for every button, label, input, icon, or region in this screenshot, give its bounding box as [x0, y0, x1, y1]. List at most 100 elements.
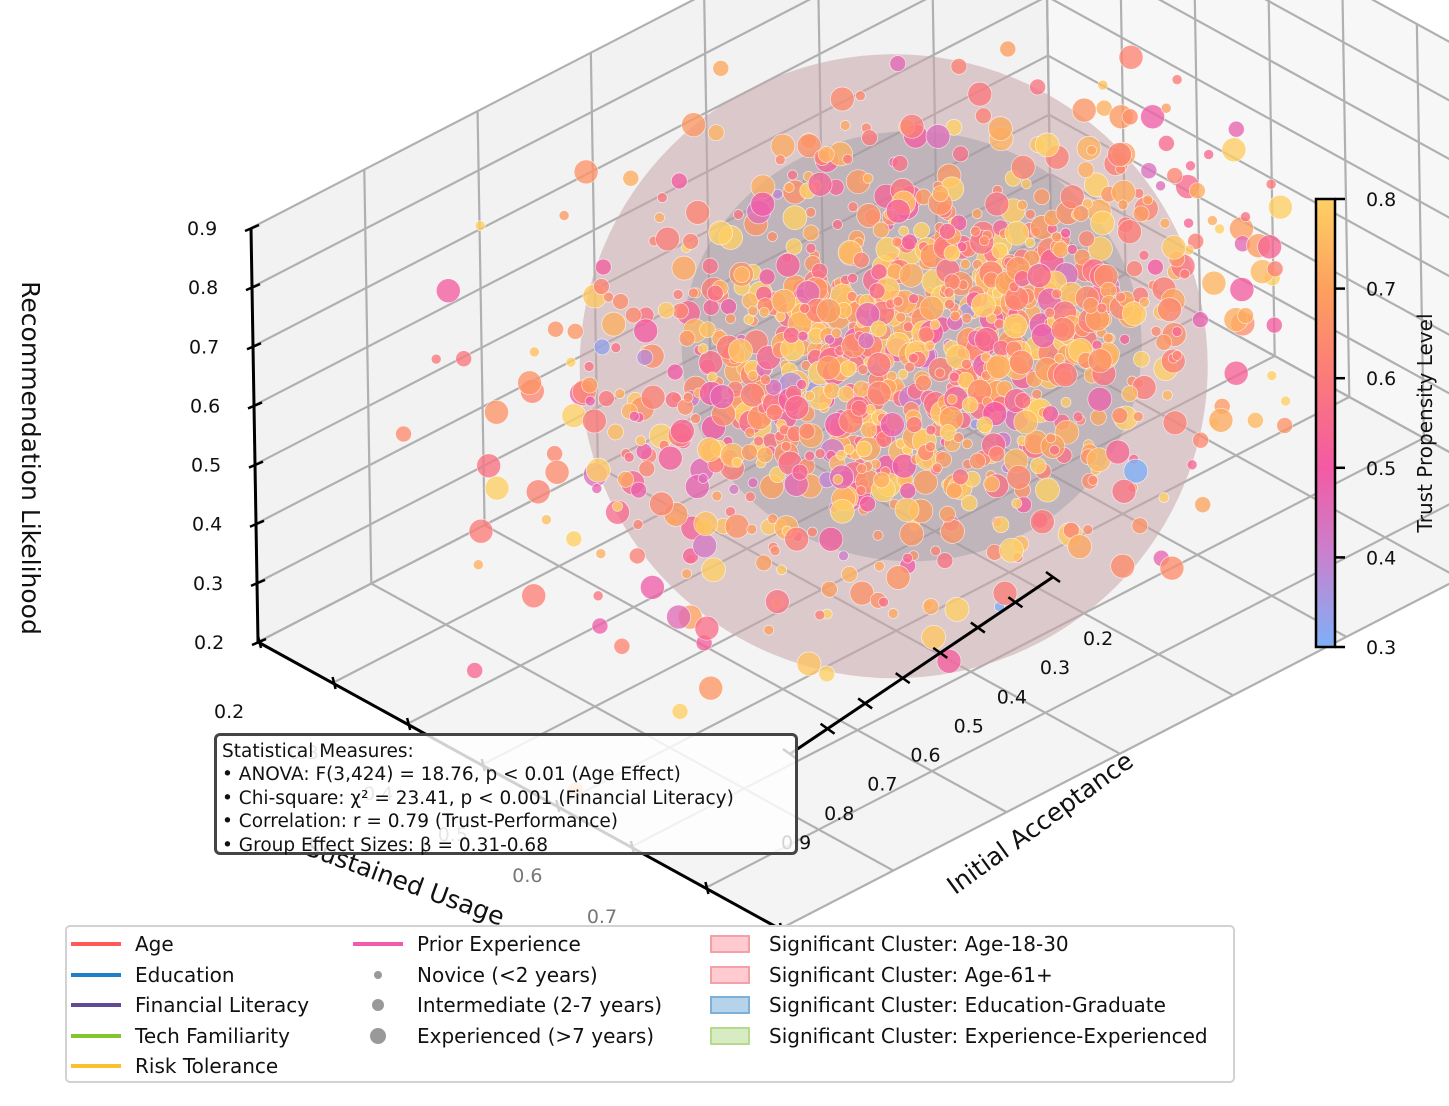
data-point: [891, 236, 903, 248]
data-point: [804, 390, 816, 402]
data-point: [765, 589, 790, 614]
data-point: [573, 159, 599, 185]
data-point: [992, 516, 1010, 534]
data-point: [1087, 348, 1113, 374]
data-point: [758, 268, 776, 286]
data-point: [670, 172, 688, 190]
grid-line: [1157, 0, 1449, 161]
data-point: [484, 399, 509, 425]
data-point: [1159, 217, 1171, 229]
data-point: [983, 475, 1000, 493]
data-point: [706, 284, 724, 302]
data-point: [654, 212, 665, 223]
data-point: [591, 483, 603, 494]
legend-label: Tech Familiarity: [135, 1024, 290, 1048]
data-point: [682, 392, 694, 403]
data-point: [944, 298, 955, 310]
data-point: [728, 483, 740, 495]
data-point: [991, 242, 1009, 260]
legend-entry-prior-experience: Prior Experience: [353, 930, 581, 958]
x-tick-label: 0.2: [1083, 628, 1113, 650]
data-point: [671, 703, 689, 720]
data-point: [728, 338, 753, 364]
data-point: [628, 547, 646, 565]
data-point: [960, 494, 978, 512]
legend-label: Significant Cluster: Education-Graduate: [769, 993, 1166, 1017]
data-point: [558, 210, 570, 221]
x-tick-label: 0.3: [1040, 657, 1070, 679]
data-point: [988, 116, 1013, 141]
data-point: [1192, 431, 1209, 449]
data-point: [1060, 227, 1072, 239]
data-point: [561, 403, 587, 428]
data-point: [917, 326, 935, 344]
data-point: [655, 226, 680, 252]
statistics-box: Statistical Measures: • ANOVA: F(3,424) …: [214, 733, 798, 856]
statistics-line: • Group Effect Sizes: β = 0.31-0.68: [222, 834, 548, 856]
data-point: [1097, 79, 1109, 91]
colorbar-gradient: [1314, 197, 1337, 649]
data-point: [1118, 44, 1144, 70]
data-point: [1187, 232, 1205, 250]
data-point: [758, 306, 770, 318]
data-point: [924, 340, 936, 352]
data-point: [1131, 517, 1149, 535]
legend-label: Age: [135, 932, 174, 956]
data-point: [624, 306, 642, 324]
data-point: [904, 361, 916, 373]
data-point: [455, 350, 473, 368]
data-point: [949, 371, 960, 383]
legend-entry-intermediate: Intermediate (2-7 years): [353, 991, 662, 1019]
data-point: [859, 495, 876, 513]
data-point: [961, 358, 972, 370]
data-point: [743, 314, 755, 325]
data-point: [787, 169, 798, 181]
data-point: [919, 295, 945, 321]
x-tick-label: 0.8: [824, 803, 854, 825]
data-point: [598, 390, 615, 407]
data-point: [1268, 194, 1293, 220]
data-point: [682, 233, 700, 250]
data-point: [805, 206, 817, 218]
data-point: [969, 452, 986, 470]
grid-line: [1267, 0, 1276, 357]
data-point: [1087, 474, 1099, 486]
data-point: [1203, 149, 1215, 160]
data-point: [925, 124, 951, 149]
data-point: [1121, 108, 1139, 126]
data-point: [1090, 408, 1107, 426]
data-point: [584, 395, 596, 407]
data-point: [1280, 395, 1291, 407]
data-point: [798, 422, 816, 440]
data-point: [697, 473, 709, 484]
tick-mark: [249, 519, 265, 528]
data-point: [986, 354, 1011, 380]
data-point: [1067, 534, 1093, 559]
data-point: [733, 266, 751, 283]
data-point: [591, 617, 609, 635]
data-point: [816, 298, 842, 324]
data-point: [709, 384, 735, 409]
legend-label: Risk Tolerance: [135, 1054, 279, 1078]
data-point: [1240, 211, 1251, 223]
data-point: [885, 565, 911, 590]
data-point: [633, 318, 659, 344]
grid-line: [704, 503, 1449, 889]
data-point: [1191, 311, 1209, 329]
data-point: [925, 441, 936, 452]
data-point: [720, 298, 737, 315]
tick-mark: [819, 722, 836, 735]
data-point: [770, 133, 796, 159]
data-point: [640, 575, 665, 600]
data-point: [814, 609, 826, 621]
data-point: [681, 568, 693, 580]
tick-mark: [247, 401, 263, 410]
data-point: [1147, 258, 1164, 276]
data-point: [931, 462, 943, 474]
data-point: [701, 557, 726, 583]
data-point: [1115, 291, 1127, 303]
data-point: [1009, 349, 1034, 375]
data-point: [697, 437, 722, 462]
data-point: [690, 413, 701, 424]
legend-line-swatch: [71, 1064, 121, 1068]
